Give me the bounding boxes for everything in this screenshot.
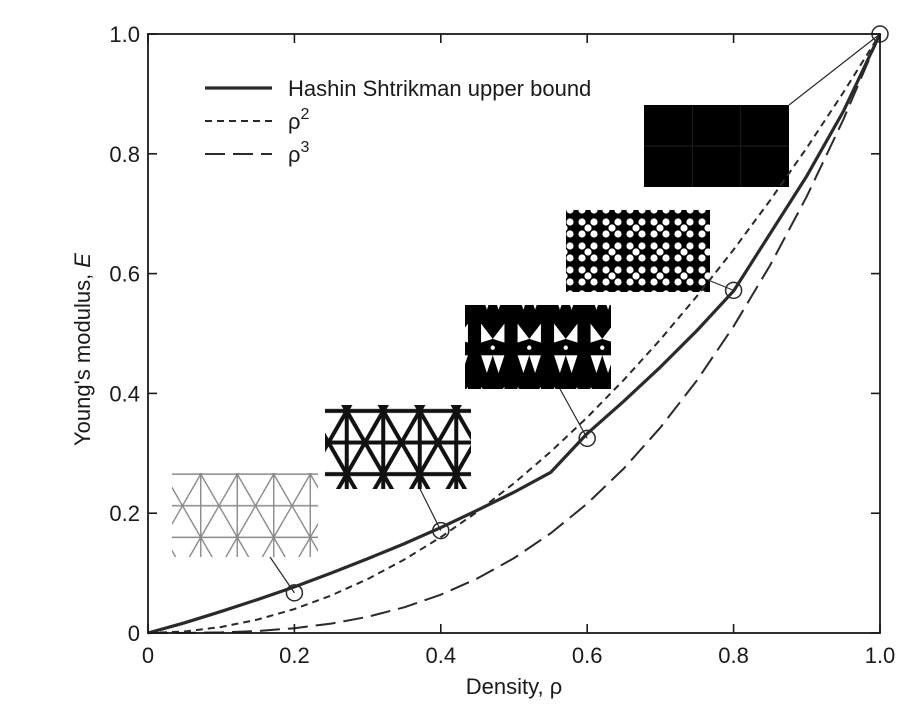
- y-tick-label: 0.8: [109, 142, 140, 167]
- axes: 0 0.2 0.4 0.6 0.8 1.0 0 0.2 0.4 0.6 0.8 1.0: [109, 22, 895, 668]
- legend-label-sup: 3: [301, 139, 310, 156]
- x-tick-label: 0.6: [572, 643, 603, 668]
- data-marker: [285, 584, 304, 602]
- y-tick-label: 0.2: [109, 501, 140, 526]
- plot-frame: [147, 33, 881, 634]
- data-marker: [432, 521, 450, 540]
- x-tick-label: 0.4: [426, 643, 457, 668]
- x-tick-label: 0.2: [279, 643, 310, 668]
- inset-connector: [707, 279, 734, 291]
- legend-label: Hashin Shtrikman upper bound: [288, 76, 591, 101]
- inset-dense-lattice: [566, 210, 710, 292]
- y-axis-label: Young's modulus, E: [70, 253, 95, 446]
- legend-label: ρ3: [288, 139, 310, 167]
- legend-label: ρ2: [288, 106, 310, 134]
- y-tick-label: 0.6: [109, 262, 140, 287]
- y-tick-label: 0: [128, 621, 140, 646]
- y-tick-label: 0.4: [109, 381, 140, 406]
- x-tick-label: 1.0: [865, 643, 896, 668]
- legend-label-base: ρ: [288, 142, 301, 167]
- inset-connector: [419, 488, 442, 531]
- legend-label-sup: 2: [301, 106, 310, 123]
- series-line-2: [147, 33, 881, 634]
- x-tick-label: 0: [142, 643, 154, 668]
- y-tick-label: 1.0: [109, 22, 140, 47]
- inset-images: [172, 33, 881, 594]
- x-axis-label: Density, ρ: [466, 674, 562, 699]
- y-axis-label-text: Young's modulus,: [70, 268, 95, 446]
- inset-connector: [559, 388, 588, 439]
- inset-medium-lattice: [325, 405, 471, 489]
- series-layer: [147, 33, 882, 635]
- series-line-1: [147, 33, 882, 635]
- inset-connector: [788, 33, 881, 106]
- series-line-3: [147, 33, 881, 634]
- y-axis-label-symbol: E: [70, 253, 95, 268]
- data-marker: [578, 429, 596, 448]
- inset-thick-lattice: [465, 305, 611, 389]
- data-marker: [724, 281, 743, 300]
- inset-thin-lattice: [172, 473, 318, 557]
- x-tick-label: 0.8: [718, 643, 749, 668]
- legend-label-base: ρ: [288, 109, 301, 134]
